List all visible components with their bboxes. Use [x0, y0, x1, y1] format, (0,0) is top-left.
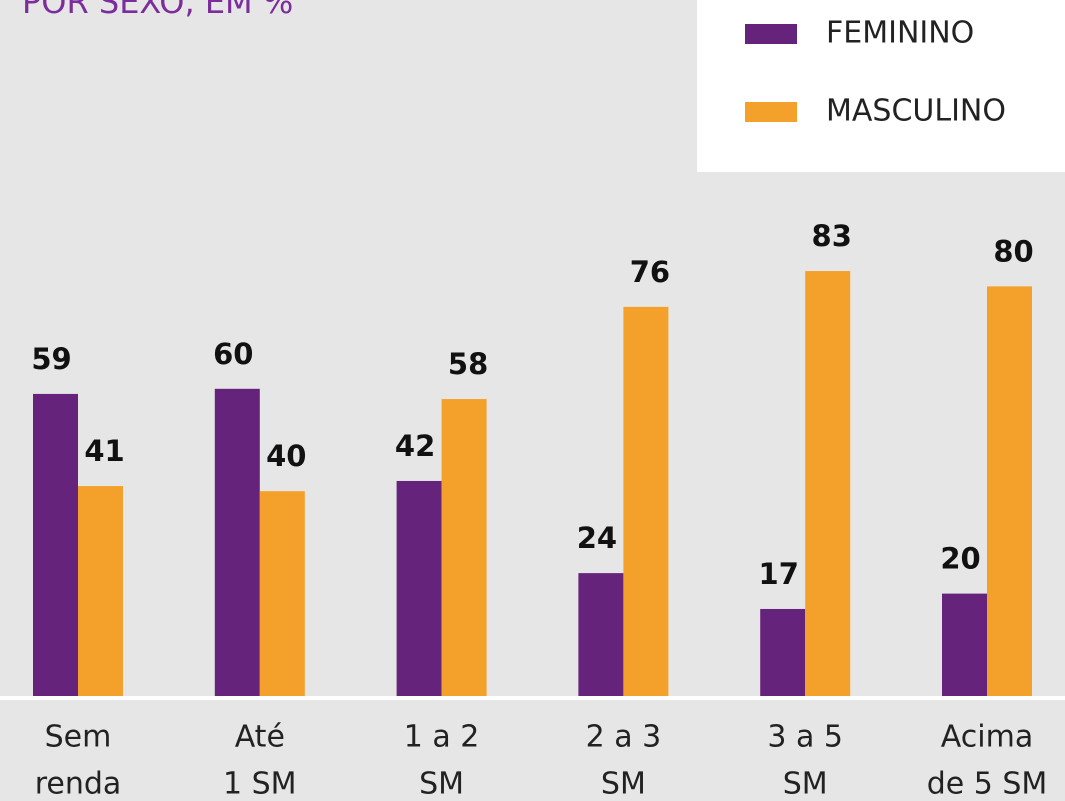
- bar: [942, 593, 987, 696]
- bar: [214, 388, 260, 696]
- bar: [396, 480, 442, 696]
- chart-title: POR SEXO, EM %: [22, 0, 293, 21]
- bar: [78, 486, 123, 696]
- bar: [805, 271, 851, 696]
- data-label: 58: [448, 347, 488, 381]
- data-label: 83: [812, 219, 852, 253]
- data-label: 80: [993, 234, 1033, 268]
- x-tick-label: SM: [601, 767, 646, 801]
- bar: [259, 491, 305, 696]
- x-tick-label: Até: [235, 720, 285, 755]
- bar: [623, 306, 669, 696]
- data-label: 24: [577, 521, 617, 555]
- x-tick-label: de 5 SM: [927, 767, 1048, 801]
- data-label: 42: [395, 429, 435, 463]
- legend-swatch: [745, 102, 797, 122]
- data-label: 41: [84, 434, 124, 468]
- bar: [33, 393, 78, 696]
- bar: [987, 286, 1032, 696]
- legend-label: MASCULINO: [826, 94, 1006, 129]
- x-tick-label: 1 SM: [223, 767, 297, 801]
- data-label: 20: [940, 542, 980, 576]
- data-label: 17: [759, 557, 799, 591]
- x-tick-label: Acima: [941, 720, 1033, 755]
- data-label: 60: [213, 337, 253, 371]
- x-tick-label: SM: [783, 767, 828, 801]
- bar: [578, 573, 624, 696]
- x-tick-label: Sem: [45, 720, 112, 755]
- legend-swatch: [745, 24, 797, 44]
- data-label: 40: [266, 439, 306, 473]
- x-tick-label: 1 a 2: [404, 720, 480, 755]
- bar: [441, 399, 487, 696]
- legend-label: FEMININO: [826, 16, 974, 51]
- bar: [760, 608, 806, 696]
- data-label: 59: [31, 342, 71, 376]
- data-label: 76: [630, 255, 670, 289]
- x-tick-label: SM: [419, 767, 464, 801]
- x-tick-label: 3 a 5: [767, 720, 843, 755]
- x-tick-label: 2 a 3: [586, 720, 662, 755]
- x-tick-label: renda: [35, 767, 122, 801]
